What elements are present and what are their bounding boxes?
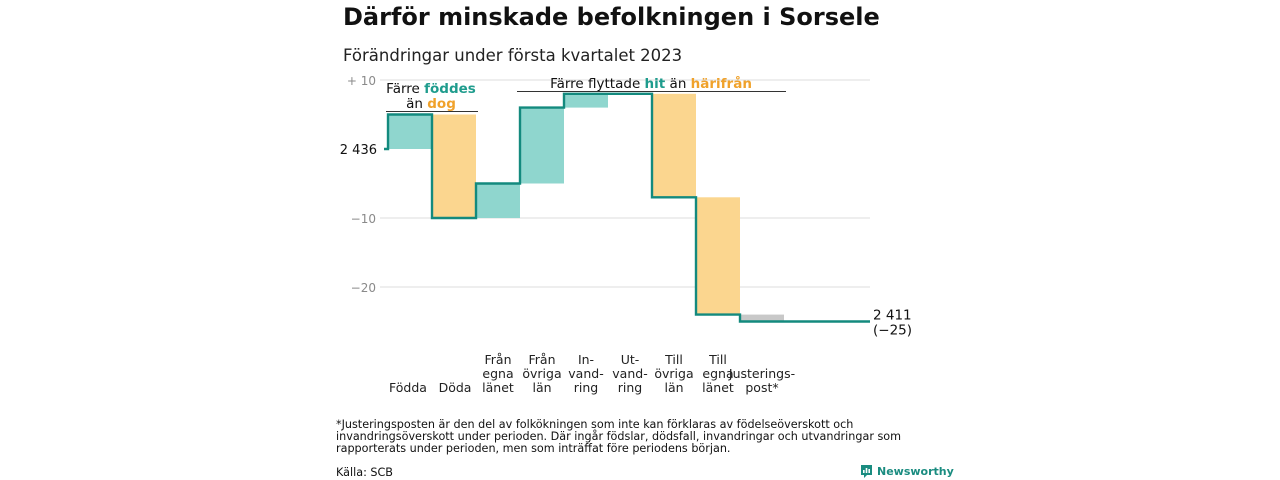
x-tick-label-line: län bbox=[532, 380, 551, 395]
annotation-part: Färre flyttade bbox=[550, 76, 644, 92]
bar bbox=[652, 93, 696, 198]
x-tick-label-line: länet bbox=[702, 380, 734, 395]
x-tick-label-line: Till bbox=[708, 352, 727, 367]
x-tick-label-line: Justerings- bbox=[728, 366, 795, 381]
page-title: Därför minskade befolkningen i Sorsele bbox=[343, 3, 880, 31]
x-tick-label: Till övriga län bbox=[654, 352, 693, 395]
bars bbox=[388, 93, 784, 322]
annotation-part: än bbox=[406, 96, 427, 112]
y-tick-label: −10 bbox=[351, 212, 376, 226]
step-line bbox=[384, 92, 870, 323]
x-tick-label-line: Från bbox=[528, 352, 555, 367]
end-change-label: (−25) bbox=[873, 323, 912, 339]
x-tick-label-line: länet bbox=[482, 380, 514, 395]
bar bbox=[476, 183, 520, 218]
annotation-part: hit bbox=[645, 76, 666, 92]
waterfall-line bbox=[384, 92, 870, 323]
brand-logo: Newsworthy bbox=[860, 464, 954, 479]
x-tick-label: Döda bbox=[439, 380, 472, 395]
x-tick-label: Födda bbox=[389, 380, 427, 395]
annotation-part: Färre bbox=[386, 81, 424, 97]
annotation-part: härifrån bbox=[691, 75, 752, 92]
annotation-births-deaths: Färre föddes bbox=[386, 81, 476, 97]
newsworthy-icon bbox=[861, 465, 872, 478]
bar bbox=[740, 314, 784, 322]
x-tick-label-line: övriga bbox=[522, 366, 561, 381]
bar bbox=[520, 107, 564, 184]
end-labels: 2 411(−25) bbox=[873, 308, 912, 339]
annotation-part: föddes bbox=[424, 81, 476, 97]
x-tick-label-line: Från bbox=[484, 352, 511, 367]
footnote: *Justeringsposten är den del av folkökni… bbox=[336, 418, 902, 455]
end-value-label: 2 411 bbox=[873, 308, 912, 324]
bar bbox=[432, 114, 476, 218]
source-text: Källa: SCB bbox=[336, 466, 393, 479]
bar bbox=[564, 93, 608, 108]
x-tick-label-line: vand- bbox=[612, 366, 647, 381]
x-tick-label-line: Ut- bbox=[621, 352, 640, 367]
x-tick-label-line: post* bbox=[745, 380, 778, 395]
annotation-part: än bbox=[665, 76, 690, 92]
x-tick-label: Justerings-post* bbox=[728, 366, 795, 395]
x-tick-label-line: Döda bbox=[439, 380, 472, 395]
annotation-births-deaths-line2: än dog bbox=[406, 96, 456, 112]
x-tick-label-line: egna bbox=[482, 366, 513, 381]
x-tick-label: Från egna länet bbox=[482, 352, 514, 395]
bar bbox=[696, 197, 740, 315]
x-tick-label: Från övriga län bbox=[522, 352, 561, 395]
x-tick-label-line: ring bbox=[574, 380, 598, 395]
y-ticks: + 10 2 436 −10 −20 bbox=[340, 74, 377, 295]
x-tick-label-line: vand- bbox=[568, 366, 603, 381]
x-tick-label-line: län bbox=[664, 380, 683, 395]
start-value-label: 2 436 bbox=[340, 143, 377, 158]
x-tick-label-line: In- bbox=[578, 352, 594, 367]
x-tick-label: Till egna länet bbox=[702, 352, 734, 395]
chart-subtitle: Förändringar under första kvartalet 2023 bbox=[343, 46, 683, 65]
x-tick-label-line: Till bbox=[664, 352, 683, 367]
y-tick-label: + 10 bbox=[347, 74, 376, 88]
x-tick-label-line: egna bbox=[702, 366, 733, 381]
x-tick-label: In-vand-ring bbox=[568, 352, 603, 395]
annotation-migration: Färre flyttade hit än härifrån bbox=[550, 75, 752, 92]
x-tick-label-line: Födda bbox=[389, 380, 427, 395]
y-tick-label: −20 bbox=[351, 281, 376, 295]
brand-name: Newsworthy bbox=[877, 465, 954, 478]
x-tick-label: Ut-vand-ring bbox=[612, 352, 647, 395]
bar bbox=[388, 114, 432, 149]
x-tick-label-line: övriga bbox=[654, 366, 693, 381]
x-tick-label-line: ring bbox=[618, 380, 642, 395]
annotation-part: dog bbox=[427, 96, 456, 112]
